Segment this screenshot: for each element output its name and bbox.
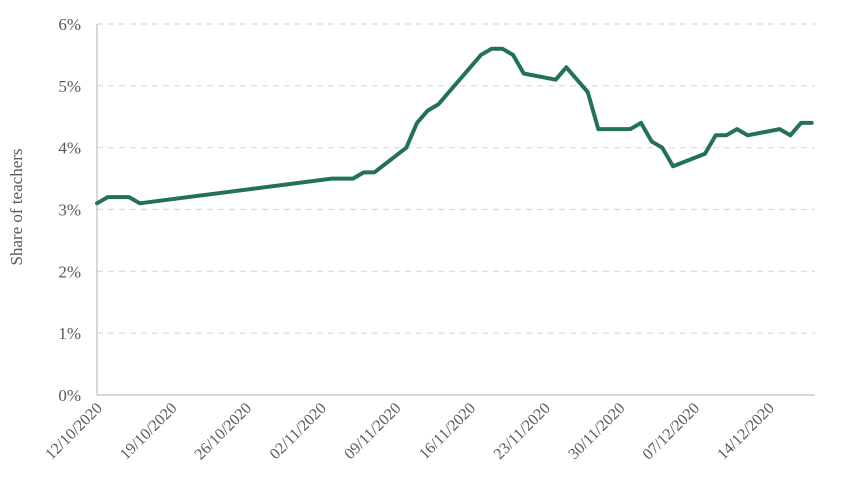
x-tick-label: 23/11/2020 <box>491 400 554 463</box>
x-tick-label: 07/12/2020 <box>640 400 704 464</box>
y-tick-label: 4% <box>58 139 81 158</box>
y-tick-label: 3% <box>58 201 81 220</box>
x-tick-label: 09/11/2020 <box>341 400 404 463</box>
x-tick-label: 19/10/2020 <box>117 400 181 464</box>
x-tick-label: 16/11/2020 <box>416 400 479 463</box>
y-tick-label: 0% <box>58 386 81 405</box>
y-axis-tick-labels: 0% 1% 2% 3% 4% 5% 6% <box>58 15 81 405</box>
y-tick-label: 2% <box>58 262 81 281</box>
y-tick-label: 6% <box>58 15 81 34</box>
y-axis-label: Share of teachers <box>7 148 26 265</box>
y-tick-label: 1% <box>58 324 81 343</box>
x-tick-label: 14/12/2020 <box>714 400 778 464</box>
series-line <box>97 49 812 204</box>
x-tick-label: 12/10/2020 <box>42 400 106 464</box>
x-tick-label: 02/11/2020 <box>267 400 330 463</box>
x-tick-label: 30/11/2020 <box>565 400 628 463</box>
series <box>97 49 812 204</box>
y-tick-label: 5% <box>58 77 81 96</box>
gridlines <box>97 24 815 333</box>
x-tick-label: 26/10/2020 <box>192 400 256 464</box>
